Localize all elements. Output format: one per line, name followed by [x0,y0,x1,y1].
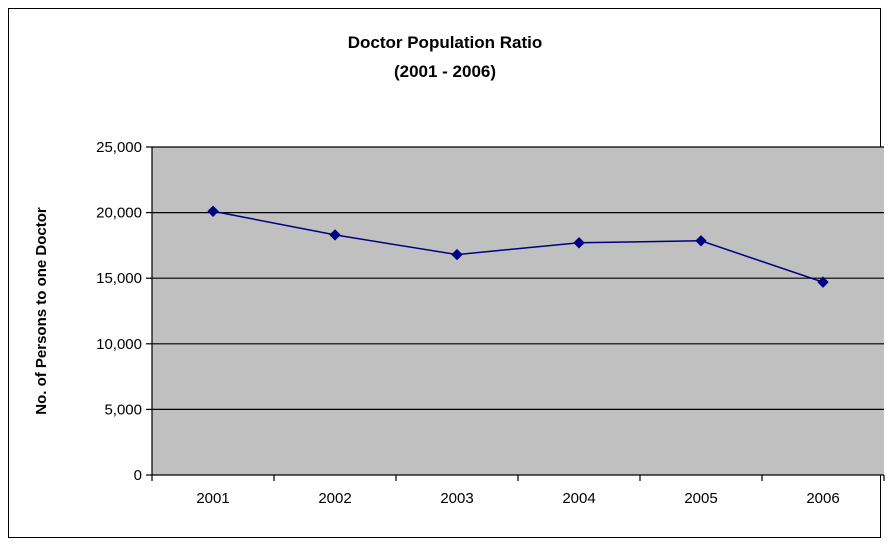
data-point-marker [695,235,707,247]
x-tick-label: 2005 [684,490,717,507]
y-tick-label: 15,000 [96,270,142,287]
y-tick-label: 10,000 [96,336,142,353]
x-tick-label: 2006 [806,490,839,507]
y-tick-label: 25,000 [96,139,142,156]
y-axis-ticks: 0 5,000 10,000 15,000 20,000 25,000 [96,139,152,484]
data-point-marker [573,237,585,249]
y-axis-label: No. of Persons to one Doctor [33,207,50,415]
x-tick-label: 2001 [196,490,229,507]
data-point-marker [207,205,219,217]
data-point-marker [817,276,829,288]
data-point-marker [329,229,341,241]
grid-lines [152,146,884,410]
x-tick-label: 2003 [440,490,473,507]
x-tick-label: 2004 [562,490,595,507]
y-tick-label: 20,000 [96,205,142,222]
chart-title: Doctor Population Ratio [347,33,543,52]
y-tick-label: 5,000 [104,401,142,418]
series-line [212,210,824,283]
chart-subtitle: (2001 - 2006) [393,62,497,81]
x-tick-label: 2002 [318,490,351,507]
data-point-marker [451,248,463,261]
series [207,205,829,288]
plot-area [152,147,884,475]
y-tick-label: 0 [134,467,142,484]
x-axis-ticks: 2001 2002 2003 2004 2005 2006 [151,475,885,507]
